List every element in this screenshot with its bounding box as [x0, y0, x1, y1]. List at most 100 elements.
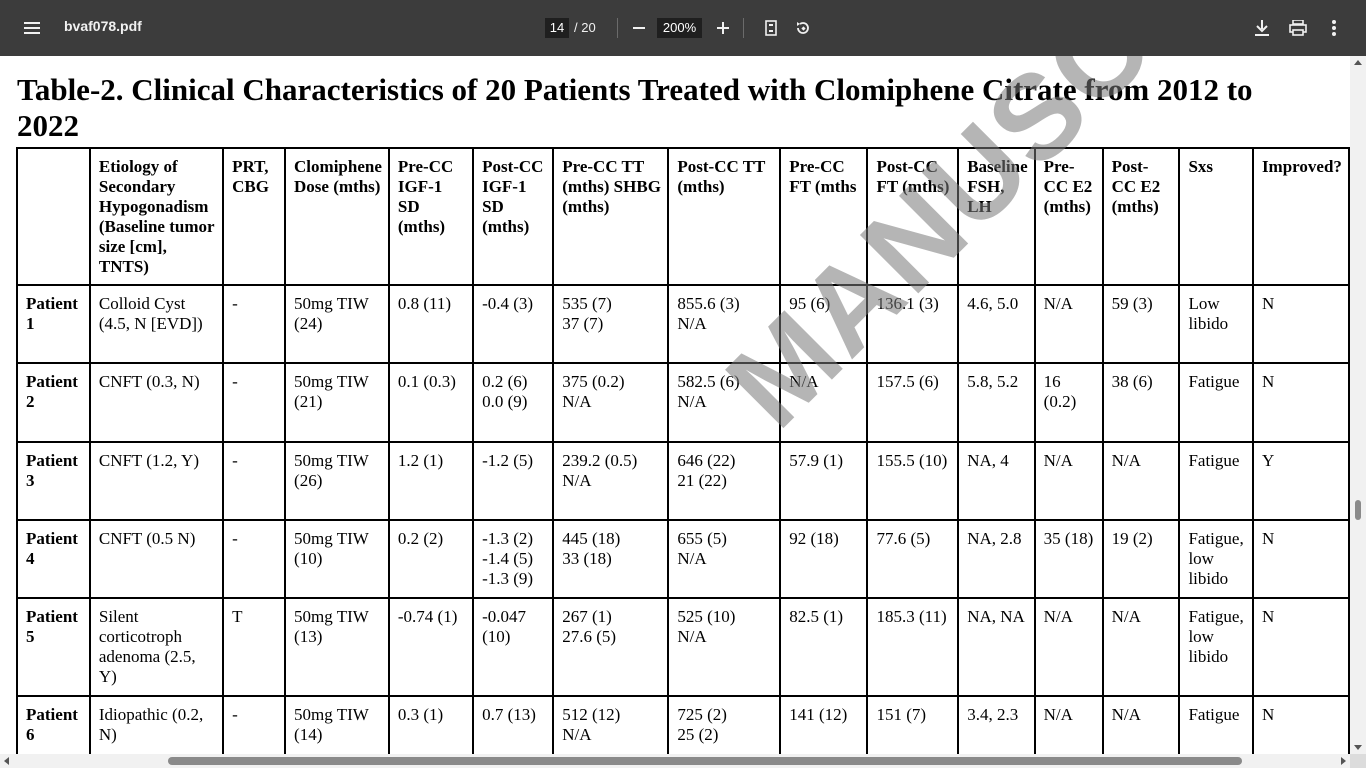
scrollbar-corner — [1350, 754, 1366, 768]
table-cell-container: 151 (7) — [866, 695, 960, 754]
table-cell-container: -0.74 (1) — [387, 597, 475, 697]
table-cell-container: NA, 2.8 — [957, 519, 1036, 599]
table-cell: 141 (12) — [789, 705, 848, 724]
table-cell-container: 267 (1) 27.6 (5) — [552, 597, 670, 697]
table-cell-container: 3.4, 2.3 — [957, 695, 1036, 754]
table-cell-container: N/A — [1033, 284, 1104, 364]
table-cell: 0.2 (2) — [397, 529, 444, 548]
clinical-characteristics-table: Etiology of Secondary Hypogonadism (Base… — [16, 147, 1350, 754]
column-header: Post-CC TT (mths) — [667, 147, 782, 286]
table-cell-container: Patient 1 — [16, 284, 91, 364]
rotate-icon[interactable] — [787, 12, 819, 44]
file-name: bvaf078.pdf — [64, 18, 142, 34]
fit-page-icon[interactable] — [755, 12, 787, 44]
horizontal-scroll-thumb[interactable] — [168, 757, 1242, 765]
table-cell: 50mg TIW (10) — [294, 529, 369, 568]
table-cell-container: N — [1251, 597, 1350, 697]
column-header: Pre-CC TT (mths) SHBG (mths) — [552, 147, 670, 286]
table-cell-container: N — [1251, 519, 1350, 599]
table-cell-container: N — [1251, 695, 1350, 754]
table-cell: 0.1 (0.3) — [397, 372, 456, 391]
table-cell: - — [232, 705, 238, 724]
table-cell-container: CNFT (0.5 N) — [88, 519, 225, 599]
table-cell: 0.7 (13) — [482, 705, 536, 724]
table-cell: Fatigue, low libido — [1188, 607, 1244, 666]
horizontal-scrollbar[interactable] — [0, 754, 1350, 768]
scroll-up-arrow-icon[interactable] — [1354, 60, 1362, 65]
table-cell: 646 (22) 21 (22) — [677, 451, 736, 490]
column-header: Clomiphene Dose (mths) — [284, 147, 390, 286]
minus-icon[interactable] — [623, 12, 655, 44]
table-cell-container: 0.2 (2) — [387, 519, 475, 599]
table-cell-container: 38 (6) — [1101, 362, 1181, 443]
table-cell: 512 (12) N/A — [562, 705, 621, 744]
more-vertical-icon[interactable] — [1318, 12, 1350, 44]
vertical-scroll-thumb[interactable] — [1355, 500, 1361, 520]
table-cell: 4.6, 5.0 — [967, 294, 1019, 313]
table-row: Patient 2 CNFT (0.3, N) - 50mg TIW (21) 0.1 … — [16, 362, 1350, 443]
table-cell-container: Patient 5 — [16, 597, 91, 697]
table-cell: 155.5 (10) — [876, 451, 948, 470]
table-cell-container: CNFT (0.3, N) — [88, 362, 225, 443]
column-header: Post-CC E2 (mths) — [1101, 147, 1181, 286]
table-cell: 185.3 (11) — [876, 607, 947, 626]
row-label: Patient 4 — [26, 529, 78, 568]
table-cell: - — [232, 451, 238, 470]
column-header: Post-CC FT (mths) — [866, 147, 960, 286]
table-cell-container: N/A — [1033, 695, 1104, 754]
table-cell: N/A — [1043, 294, 1073, 313]
table-cell: Fatigue, low libido — [1188, 529, 1244, 588]
table-cell-container: - — [222, 441, 287, 521]
table-cell: - — [232, 372, 238, 391]
column-header: Improved? — [1251, 147, 1350, 286]
table-cell-container: 512 (12) N/A — [552, 695, 670, 754]
table-cell-container: Patient 4 — [16, 519, 91, 599]
table-cell-container: 0.7 (13) — [472, 695, 555, 754]
table-cell: NA, NA — [967, 607, 1025, 626]
table-cell: 57.9 (1) — [789, 451, 844, 470]
table-cell: 157.5 (6) — [876, 372, 939, 391]
table-cell-container: Low libido — [1178, 284, 1254, 364]
column-header: Baseline FSH, LH — [957, 147, 1036, 286]
table-cell: N — [1261, 372, 1275, 391]
table-cell-container: -1.3 (2) -1.4 (5) -1.3 (9) — [472, 519, 555, 599]
table-cell-container: Fatigue — [1178, 695, 1254, 754]
print-icon[interactable] — [1282, 12, 1314, 44]
column-header: Pre-CC E2 (mths) — [1033, 147, 1104, 286]
hamburger-menu-icon[interactable] — [16, 12, 48, 44]
table-cell: 3.4, 2.3 — [967, 705, 1019, 724]
scroll-left-arrow-icon[interactable] — [4, 757, 9, 765]
table-cell-container: N/A — [1101, 695, 1181, 754]
table-cell: 82.5 (1) — [789, 607, 844, 626]
vertical-scrollbar[interactable] — [1350, 56, 1366, 754]
page-total: / 20 — [574, 20, 596, 35]
table-cell: Colloid Cyst (4.5, N [EVD]) — [98, 294, 203, 333]
table-cell-container: 57.9 (1) — [779, 441, 869, 521]
zoom-input[interactable]: 200% — [657, 18, 702, 38]
table-cell: -0.4 (3) — [482, 294, 534, 313]
plus-icon[interactable] — [707, 12, 739, 44]
table-cell: 855.6 (3) N/A — [677, 294, 740, 333]
current-page-input[interactable]: 14 — [545, 18, 569, 38]
table-cell: Fatigue — [1188, 705, 1240, 724]
table-cell-container: N/A — [1033, 597, 1104, 697]
table-row: Patient 5 Silent corticotroph adenoma (2.… — [16, 597, 1350, 697]
table-cell: -0.047 (10) — [482, 607, 526, 646]
table-cell: N/A — [789, 372, 819, 391]
table-row: Patient 3 CNFT (1.2, Y) - 50mg TIW (26) 1.2 … — [16, 441, 1350, 521]
download-icon[interactable] — [1246, 12, 1278, 44]
table-cell: 38 (6) — [1111, 372, 1153, 391]
pdf-toolbar: bvaf078.pdf 14 / 20 200% — [0, 0, 1366, 56]
scroll-down-arrow-icon[interactable] — [1354, 745, 1362, 750]
table-cell: 1.2 (1) — [397, 451, 444, 470]
table-cell: 5.8, 5.2 — [967, 372, 1019, 391]
scroll-right-arrow-icon[interactable] — [1341, 757, 1346, 765]
row-label: Patient 3 — [26, 451, 78, 490]
row-label: Patient 6 — [26, 705, 78, 744]
table-cell-container: Fatigue — [1178, 362, 1254, 443]
table-cell-container: 50mg TIW (13) — [284, 597, 390, 697]
row-label: Patient 2 — [26, 372, 78, 411]
table-cell: N/A — [1111, 451, 1141, 470]
table-cell: 95 (6) — [789, 294, 831, 313]
table-cell-container: 655 (5) N/A — [667, 519, 782, 599]
